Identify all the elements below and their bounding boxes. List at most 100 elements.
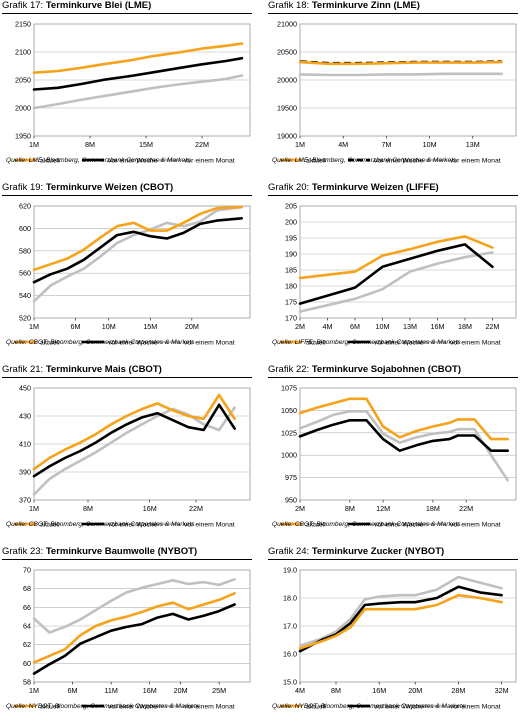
y-tick-label: 68 — [23, 584, 31, 593]
series-line-vor-einem-monat — [32, 406, 236, 496]
x-tick-label: 20M — [174, 686, 188, 695]
y-tick-label: 60 — [23, 659, 31, 668]
y-tick-label: 560 — [19, 269, 31, 278]
x-tick-label: 16M — [430, 322, 444, 331]
legend-label: vor einer Woche — [374, 704, 424, 711]
chart-number: Grafik 19: — [2, 182, 44, 193]
series-line-vor-einer-woche — [298, 585, 503, 653]
legend-label: vor einem Monat — [184, 704, 235, 711]
legend-label: aktuell — [40, 340, 60, 347]
legend-label: aktuell — [306, 340, 326, 347]
chart-title: Grafik 22: Terminkurve Sojabohnen (CBOT) — [268, 364, 461, 375]
x-tick-label: 22M — [459, 504, 473, 513]
y-tick-label: 58 — [23, 678, 31, 687]
line-chart: 370 390 410 430 450 1M 8M 16M 22M aktuell vor eine… — [14, 384, 251, 529]
y-tick-label: 975 — [285, 473, 297, 482]
title-rule — [2, 377, 252, 378]
line-chart: 15.0 16.0 17.0 18.0 19.0 4M 8M 16M 20M 28M 32M aktu… — [280, 566, 517, 711]
series-line-vor-einem-monat — [298, 251, 494, 313]
legend-label: vor einer Woche — [108, 704, 158, 711]
y-tick-label: 195 — [285, 234, 297, 243]
x-tick-label: 6M — [350, 322, 360, 331]
chart-title: Grafik 18: Terminkurve Zinn (LME) — [268, 0, 420, 11]
y-tick-label: 370 — [19, 496, 31, 505]
chart-source: Quelle: LIFFE; Bloomberg, Commerzbank Co… — [272, 339, 461, 346]
x-tick-label: 2M — [295, 322, 305, 331]
series-line-vor-einer-woche — [32, 216, 243, 284]
legend-label: vor einem Monat — [184, 158, 235, 165]
plot-area — [299, 387, 517, 501]
chart-source: Quelle: LME; Bloomberg, Commerzbank Corp… — [6, 157, 191, 164]
chart-title-text: Terminkurve Weizen (LIFFE) — [311, 182, 439, 193]
line-chart: 1950 2000 2050 2100 2150 1M 8M 15M 22M aktuell vor… — [14, 20, 251, 165]
x-tick-label: 11M — [104, 686, 117, 695]
chart-source: Quelle: LME; Bloomberg, Commerzbank Corp… — [272, 157, 457, 164]
y-tick-label: 205 — [285, 202, 297, 211]
line-chart: 58 60 62 64 66 68 70 1M 6M 11M 16M 20M 25M aktuell vor… — [14, 566, 251, 711]
chart-number: Grafik 22: — [268, 364, 310, 375]
legend-label: vor einer Woche — [108, 522, 158, 529]
y-tick-label: 19500 — [277, 104, 297, 113]
chart-source: Quelle: NYBOT; Bloomberg, Commerzbank Co… — [272, 703, 465, 710]
y-tick-label: 1025 — [281, 428, 297, 437]
y-tick-label: 600 — [19, 224, 31, 233]
x-tick-label: 25M — [212, 686, 226, 695]
series-line-aktuell — [32, 42, 244, 75]
x-tick-label: 16M — [372, 686, 386, 695]
x-tick-label: 8M — [85, 140, 95, 149]
y-tick-label: 2100 — [15, 48, 31, 57]
series-line-vor-einer-woche — [32, 56, 244, 91]
series-line-vor-einem-monat — [32, 74, 244, 110]
y-tick-label: 190 — [285, 250, 297, 259]
x-tick-label: 1M — [29, 140, 39, 149]
y-tick-label: 1950 — [15, 132, 31, 141]
y-tick-label: 410 — [19, 440, 31, 449]
legend-label: vor einer Woche — [108, 340, 158, 347]
y-tick-label: 64 — [23, 622, 31, 631]
chart-source: Quelle: CBOT; Bloomberg, Commerzbank Cor… — [272, 521, 461, 528]
chart-number: Grafik 20: — [268, 182, 310, 193]
chart-title-text: Terminkurve Sojabohnen (CBOT) — [311, 364, 462, 375]
chart-source: Quelle: NYBOT; Bloomberg, Commerzbank Co… — [6, 703, 199, 710]
x-tick-label: 15M — [139, 140, 153, 149]
x-tick-label: 6M — [68, 686, 78, 695]
chart-title-text: Terminkurve Blei (LME) — [45, 0, 152, 11]
y-tick-label: 17.0 — [283, 622, 297, 631]
y-tick-label: 18.0 — [283, 594, 297, 603]
y-tick-label: 2000 — [15, 104, 31, 113]
y-tick-label: 520 — [19, 314, 31, 323]
chart-title-text: Terminkurve Baumwolle (NYBOT) — [45, 546, 198, 557]
legend-label: vor einem Monat — [184, 522, 235, 529]
chart-panel-p18: Grafik 18: Terminkurve Zinn (LME) 19000 19… — [266, 0, 532, 180]
series-line-aktuell — [32, 393, 236, 471]
y-tick-label: 200 — [285, 218, 297, 227]
chart-number: Grafik 23: — [2, 546, 44, 557]
legend-label: aktuell — [40, 158, 60, 165]
plot-area — [299, 205, 517, 319]
y-tick-label: 2150 — [15, 20, 31, 29]
legend-label: vor einer Woche — [374, 522, 424, 529]
y-tick-label: 66 — [23, 603, 31, 612]
x-tick-label: 8M — [345, 504, 355, 513]
x-tick-label: 20M — [185, 322, 199, 331]
series-line-aktuell — [32, 591, 236, 664]
x-tick-label: 13M — [403, 322, 417, 331]
y-tick-label: 1050 — [281, 406, 297, 415]
y-tick-label: 1000 — [281, 451, 297, 460]
x-tick-label: 2M — [295, 504, 305, 513]
y-tick-label: 430 — [19, 412, 31, 421]
legend-label: vor einem Monat — [184, 340, 235, 347]
x-tick-label: 32M — [495, 686, 509, 695]
chart-title: Grafik 19: Terminkurve Weizen (CBOT) — [2, 182, 173, 193]
chart-title-text: Terminkurve Zucker (NYBOT) — [311, 546, 445, 557]
x-tick-label: 16M — [143, 686, 157, 695]
chart-title: Grafik 17: Terminkurve Blei (LME) — [2, 0, 151, 11]
series-line-aktuell — [298, 593, 503, 650]
line-chart: 950 975 1000 1025 1050 1075 2M 8M 12M 18M 22M aktue… — [280, 384, 517, 529]
x-tick-label: 1M — [29, 686, 39, 695]
title-rule — [268, 13, 518, 14]
y-tick-label: 390 — [19, 468, 31, 477]
y-tick-label: 950 — [285, 496, 297, 505]
y-tick-label: 62 — [23, 640, 31, 649]
title-rule — [2, 13, 252, 14]
